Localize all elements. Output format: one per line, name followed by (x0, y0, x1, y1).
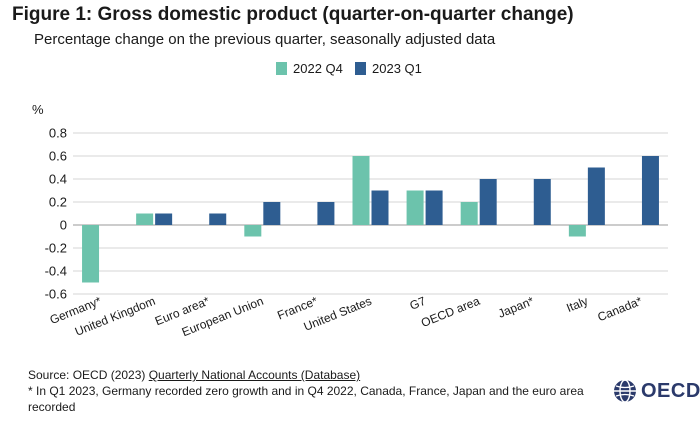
bar-q4 (406, 190, 424, 225)
bar-q1 (641, 156, 659, 225)
bar-q4 (244, 225, 262, 237)
footnote: * In Q1 2023, Germany recorded zero grow… (28, 384, 584, 414)
y-tick-label: 0 (60, 218, 67, 233)
y-tick-label: -0.2 (45, 241, 67, 256)
legend-item-q1: 2023 Q1 (355, 61, 422, 76)
bar-q1 (263, 202, 281, 225)
y-tick-label: 0.4 (49, 172, 67, 187)
x-tick-label: Italy (564, 294, 590, 315)
bar-q1 (425, 190, 443, 225)
legend-swatch-q4 (276, 62, 287, 75)
oecd-globe-icon (614, 379, 636, 403)
x-tick-label: Japan* (496, 294, 536, 321)
bar-q4 (82, 225, 100, 283)
y-tick-label: -0.4 (45, 264, 67, 279)
y-axis-unit-label: % (32, 102, 44, 117)
bar-q1 (209, 213, 227, 225)
x-tick-label: OECD area (419, 294, 482, 330)
oecd-logo: OECD (612, 378, 700, 404)
bar-q1 (533, 179, 551, 225)
bar-q1 (317, 202, 335, 225)
x-tick-label: Canada* (596, 294, 645, 325)
legend: 2022 Q4 2023 Q1 (0, 61, 700, 79)
legend-item-q4: 2022 Q4 (276, 61, 343, 76)
bar-q1 (587, 167, 605, 225)
oecd-logo-text: OECD (641, 379, 700, 402)
bar-q4 (352, 156, 370, 225)
bar-q4 (568, 225, 586, 237)
chart-subtitle: Percentage change on the previous quarte… (34, 31, 496, 48)
source-note: Source: OECD (2023) Quarterly National A… (28, 368, 360, 382)
legend-label-q4: 2022 Q4 (293, 61, 343, 76)
chart-title: Figure 1: Gross domestic product (quarte… (12, 4, 574, 25)
legend-swatch-q1 (355, 62, 366, 75)
bar-q4 (460, 202, 478, 225)
y-tick-label: 0.2 (49, 195, 67, 210)
bar-chart: %0.80.60.40.20-0.2-0.4-0.6Germany*United… (32, 102, 668, 339)
source-prefix: Source: OECD (2023) (28, 368, 149, 382)
y-tick-label: -0.6 (45, 287, 67, 302)
bar-q1 (371, 190, 389, 225)
x-tick-label: G7 (408, 294, 428, 313)
legend-label-q1: 2023 Q1 (372, 61, 422, 76)
bar-q4 (136, 213, 154, 225)
y-tick-label: 0.8 (49, 126, 67, 141)
source-link[interactable]: Quarterly National Accounts (Database) (148, 368, 361, 382)
bar-q1 (479, 179, 497, 225)
bar-q1 (155, 213, 173, 225)
y-tick-label: 0.6 (49, 149, 67, 164)
